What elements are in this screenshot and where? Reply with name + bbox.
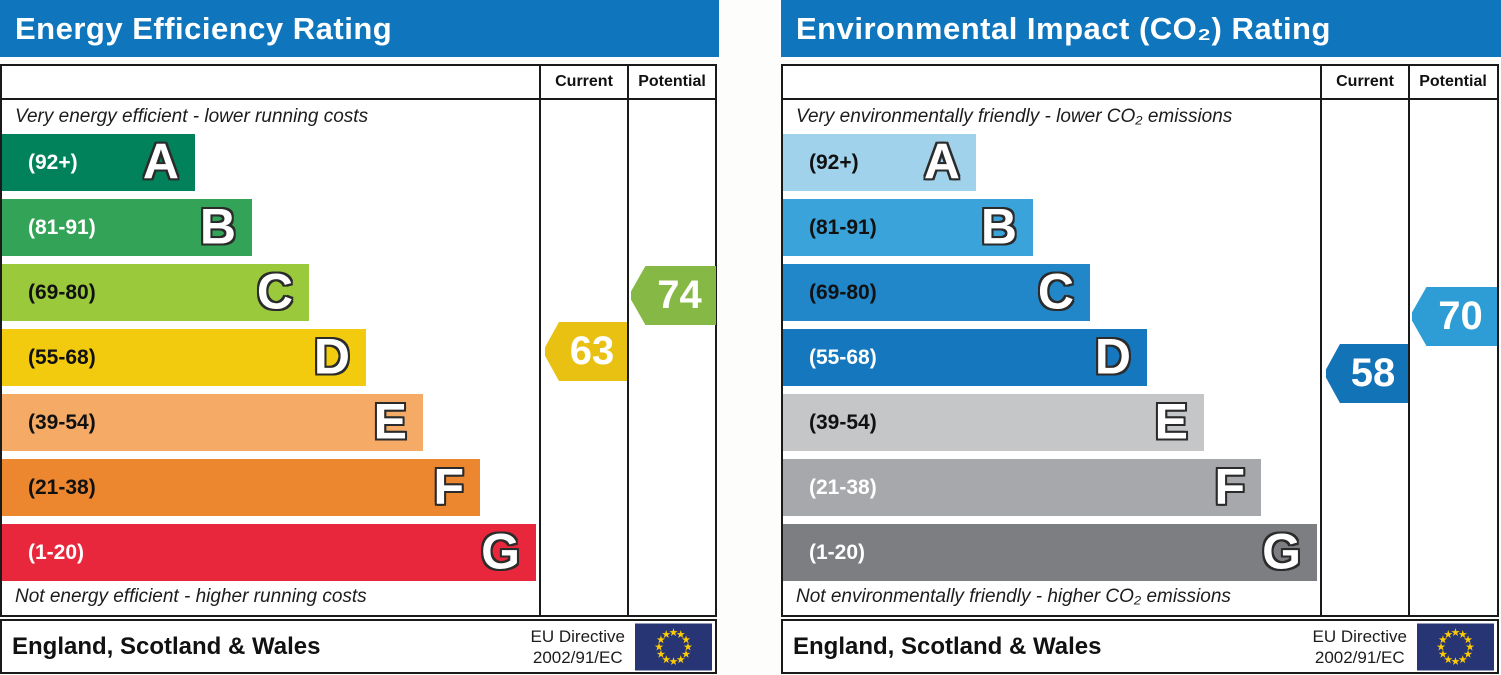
- band-letter: B: [199, 198, 236, 254]
- band-range-label: (92+): [28, 150, 78, 174]
- band-range-label: (39-54): [809, 410, 877, 434]
- chart-title-bar: Environmental Impact (CO₂) Rating: [781, 0, 1501, 57]
- band-row-g: (1-20) G: [2, 524, 536, 581]
- band-letter: B: [980, 198, 1017, 254]
- band-row-b: (81-91) B: [783, 199, 1033, 256]
- band-range-label: (21-38): [28, 475, 96, 499]
- eu-directive-line2: 2002/91/EC: [532, 647, 623, 667]
- band-letter: D: [1094, 328, 1131, 384]
- band-letter: E: [1154, 393, 1188, 449]
- chart-title-bar: Energy Efficiency Rating: [0, 0, 719, 57]
- bottom-note: Not energy efficient - higher running co…: [15, 586, 367, 607]
- current-column-header: Current: [555, 73, 613, 90]
- region-label: England, Scotland & Wales: [793, 632, 1102, 660]
- band-letter: F: [1214, 458, 1245, 514]
- current-rating-value: 58: [1350, 351, 1396, 395]
- band-range-label: (21-38): [809, 475, 877, 499]
- band-letter: A: [142, 133, 179, 189]
- band-letter: F: [433, 458, 464, 514]
- band-list: (92+) A (81-91) B (69-80) C (55-68) D (39-54) E (2…: [2, 66, 715, 615]
- eu-directive-line2: 2002/91/EC: [1314, 647, 1405, 667]
- band-letter: G: [481, 523, 520, 579]
- column-divider: [539, 66, 541, 615]
- band-letter: G: [1262, 523, 1301, 579]
- band-list: (92+) A (81-91) B (69-80) C (55-68) D (39-54) E (2…: [783, 66, 1497, 615]
- column-header-row: [2, 66, 715, 100]
- column-header-row: [783, 66, 1497, 100]
- band-range-label: (69-80): [809, 280, 877, 304]
- eu-directive-label: EU Directive 2002/91/EC: [1313, 625, 1407, 668]
- band-range-label: (1-20): [809, 540, 866, 564]
- band-range-label: (39-54): [28, 410, 96, 434]
- band-row-c: (69-80) C: [783, 264, 1090, 321]
- band-letter: D: [313, 328, 350, 384]
- band-letter: C: [1037, 263, 1074, 319]
- band-range-label: (1-20): [28, 540, 85, 564]
- band-range-label: (81-91): [28, 215, 96, 239]
- band-range-label: (69-80): [28, 280, 96, 304]
- band-row-f: (21-38) F: [783, 459, 1261, 516]
- potential-rating-arrow: 70: [1412, 287, 1497, 346]
- band-range-label: (55-68): [28, 345, 96, 369]
- eu-directive-line1: EU Directive: [530, 626, 625, 646]
- chart-footer: England, Scotland & Wales EU Directive 2…: [781, 619, 1499, 674]
- band-row-e: (39-54) E: [783, 394, 1204, 451]
- column-divider: [627, 66, 629, 615]
- band-letter: E: [373, 393, 407, 449]
- band-row-d: (55-68) D: [2, 329, 366, 386]
- chart-title: Energy Efficiency Rating: [15, 10, 393, 46]
- band-letter: C: [256, 263, 293, 319]
- chart-title: Environmental Impact (CO₂) Rating: [796, 10, 1331, 46]
- band-range-label: (55-68): [809, 345, 877, 369]
- bottom-note: Not environmentally friendly - higher CO…: [796, 586, 1231, 607]
- column-divider: [1408, 66, 1410, 615]
- rating-graph: Current Potential Very environmentally f…: [781, 64, 1499, 617]
- region-label: England, Scotland & Wales: [12, 632, 321, 660]
- top-note: Very environmentally friendly - lower CO…: [796, 106, 1233, 127]
- top-note: Very energy efficient - lower running co…: [15, 106, 369, 127]
- band-letter: A: [923, 133, 960, 189]
- eu-flag-icon: [1417, 623, 1494, 670]
- potential-rating-arrow: 74: [631, 266, 716, 325]
- energy-efficiency-chart: Energy Efficiency Rating Current Potenti…: [0, 0, 719, 675]
- current-rating-arrow: 63: [545, 322, 627, 381]
- potential-column-header: Potential: [1419, 73, 1487, 90]
- band-row-c: (69-80) C: [2, 264, 309, 321]
- band-row-e: (39-54) E: [2, 394, 423, 451]
- current-rating-value: 63: [569, 329, 615, 373]
- potential-rating-value: 74: [657, 273, 702, 317]
- eu-directive-line1: EU Directive: [1312, 626, 1407, 646]
- current-rating-arrow: 58: [1326, 344, 1408, 403]
- band-row-f: (21-38) F: [2, 459, 480, 516]
- current-column-header: Current: [1336, 73, 1394, 90]
- potential-column-header: Potential: [638, 73, 706, 90]
- environmental-impact-chart: Environmental Impact (CO₂) Rating Curren…: [781, 0, 1501, 675]
- band-row-a: (92+) A: [2, 134, 195, 191]
- potential-rating-value: 70: [1438, 294, 1483, 338]
- band-row-b: (81-91) B: [2, 199, 252, 256]
- band-row-g: (1-20) G: [783, 524, 1317, 581]
- column-divider: [1320, 66, 1322, 615]
- eu-flag-icon: [635, 623, 712, 670]
- band-row-d: (55-68) D: [783, 329, 1147, 386]
- rating-graph: Current Potential Very energy efficient …: [0, 64, 717, 617]
- chart-footer: England, Scotland & Wales EU Directive 2…: [0, 619, 717, 674]
- band-range-label: (81-91): [809, 215, 877, 239]
- band-range-label: (92+): [809, 150, 859, 174]
- eu-directive-label: EU Directive 2002/91/EC: [531, 625, 625, 668]
- band-row-a: (92+) A: [783, 134, 976, 191]
